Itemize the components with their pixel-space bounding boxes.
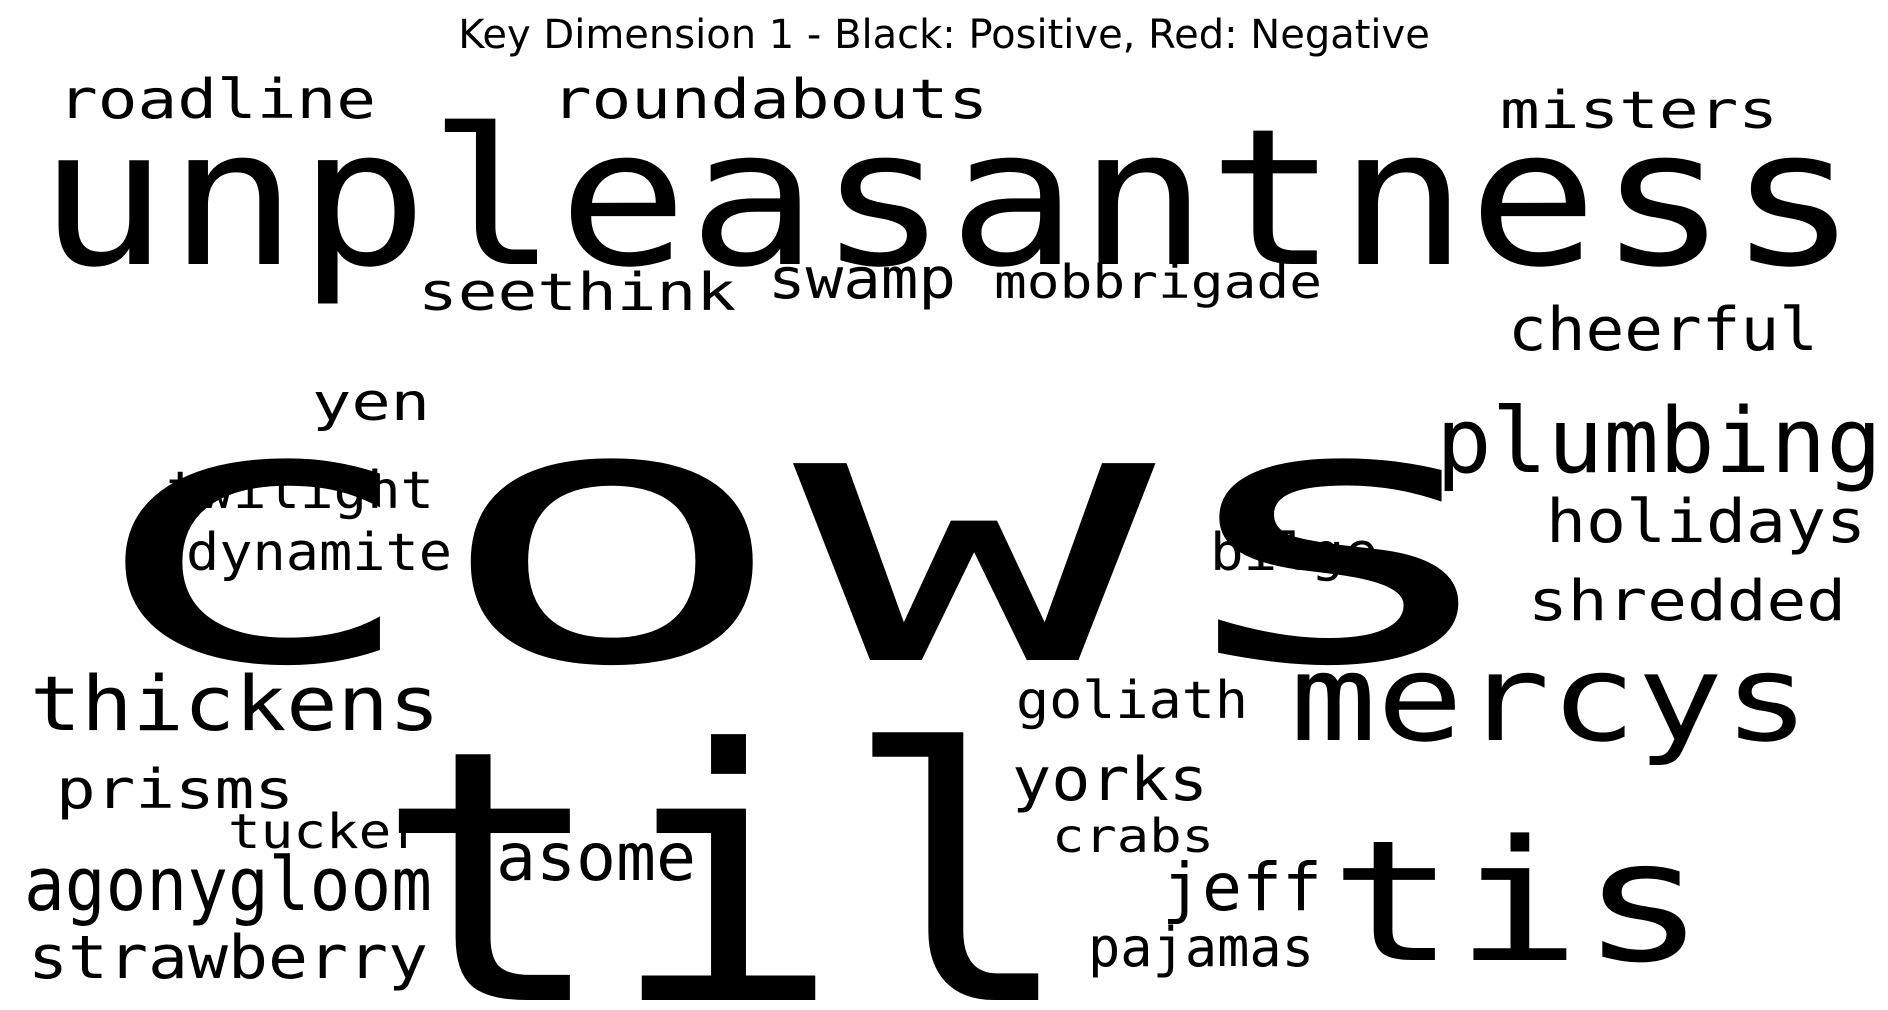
cloud-word-pajamas: pajamas <box>1088 916 1314 979</box>
cloud-word-strawberry: strawberry <box>28 923 428 993</box>
cloud-word-cheerful: cheerful <box>1508 295 1818 365</box>
cloud-word-tis: tis <box>1330 804 1706 1000</box>
cloud-word-jeff: jeff <box>1162 849 1322 926</box>
cloud-word-plumbing: plumbing <box>1436 389 1882 494</box>
cloud-word-crabs: crabs <box>1052 809 1214 863</box>
cloud-word-asome: asome <box>496 819 696 896</box>
cloud-word-swamp: swamp <box>768 247 956 312</box>
cloud-word-unpleasantness: unpleasantness <box>38 88 1858 309</box>
cloud-word-mercys: mercys <box>1290 630 1810 769</box>
cloud-word-roundabouts: roundabouts <box>552 68 988 131</box>
cloud-word-roadline: roadline <box>58 68 376 131</box>
cloud-word-prisms: prisms <box>56 758 294 821</box>
cloud-word-bilge: bilge <box>1210 523 1378 583</box>
cloud-word-goliath: goliath <box>1016 671 1248 731</box>
cloud-word-yorks: yorks <box>1012 745 1208 815</box>
cloud-word-cows: cows <box>68 326 1518 745</box>
cloud-word-dynamite: dynamite <box>186 523 452 583</box>
cloud-word-yen: yen <box>312 373 430 433</box>
cloud-word-misters: misters <box>1500 81 1778 141</box>
cloud-word-seethink: seethink <box>418 263 736 323</box>
cloud-word-twilight: twilight <box>166 461 434 521</box>
cloud-word-holidays: holidays <box>1546 487 1866 557</box>
cloud-word-thickens: thickens <box>30 659 440 748</box>
cloud-word-til: til <box>374 675 1076 1010</box>
cloud-word-agonygloom: agonygloom <box>24 842 432 928</box>
page-title: Key Dimension 1 - Black: Positive, Red: … <box>458 12 1430 58</box>
cloud-word-mobbrigade: mobbrigade <box>994 255 1322 309</box>
cloud-word-tucker: tucker <box>228 804 424 860</box>
cloud-word-shredded: shredded <box>1528 569 1846 634</box>
